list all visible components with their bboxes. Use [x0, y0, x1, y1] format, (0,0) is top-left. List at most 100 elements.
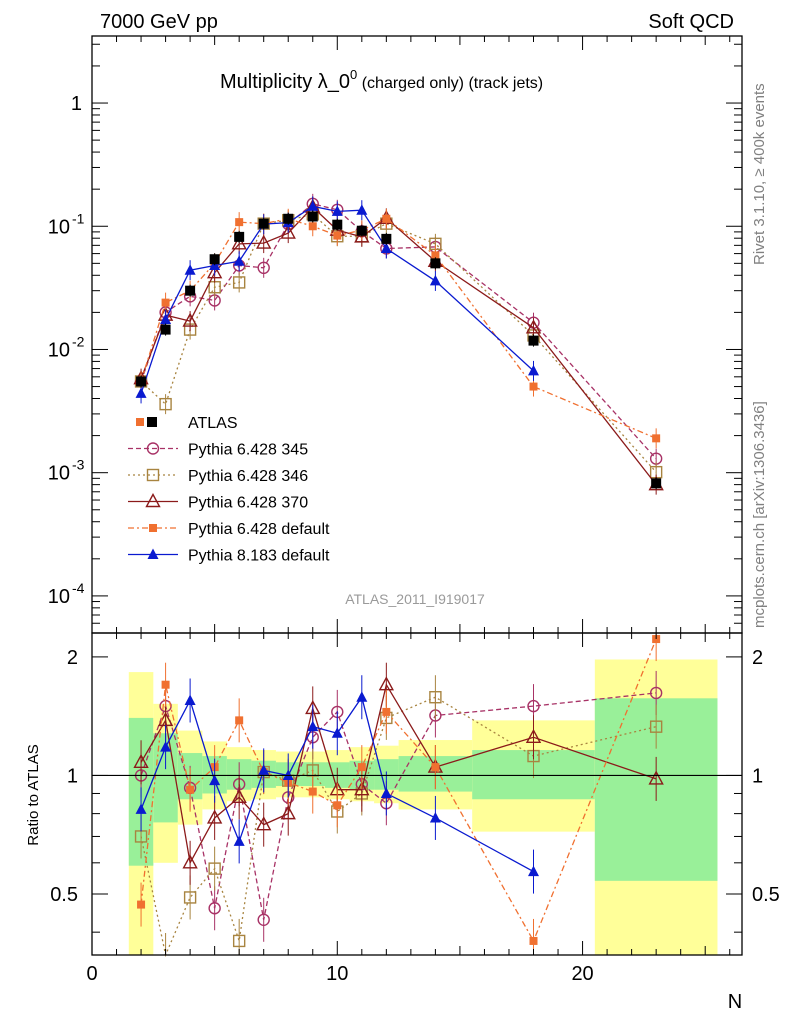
data-point-9 — [356, 225, 367, 236]
ratio-tick-label-right-1: 1 — [752, 765, 763, 787]
header-right-text: Soft QCD — [648, 11, 734, 33]
series-3 — [137, 208, 661, 955]
data-point-7 — [307, 211, 318, 222]
x-tick-label-20: 20 — [571, 963, 593, 985]
legend-entry-4: Pythia 6.428 default — [128, 521, 330, 538]
series-0-ratio-point-13 — [649, 686, 663, 700]
data-point-4 — [234, 231, 245, 242]
series-2-point-9 — [354, 228, 370, 243]
series-4-point-11 — [429, 274, 441, 286]
legend-label-1: Pythia 6.428 345 — [188, 442, 308, 459]
series-4-point-0 — [135, 387, 147, 398]
series-4-ratio-point-3 — [209, 774, 221, 786]
legend-entry-2: Pythia 6.428 346 — [128, 468, 308, 485]
series-4-point-9 — [356, 204, 368, 215]
series-3-point-10 — [382, 214, 391, 223]
series-3-ratio-point-11 — [431, 763, 440, 772]
series-0-ratio-point-5 — [257, 913, 270, 926]
series-1-ratio-point-13 — [649, 720, 663, 733]
legend-label-3: Pythia 6.428 370 — [188, 495, 308, 512]
series-4-ratio-point-5 — [258, 764, 270, 775]
series-2-ratio-point-3 — [206, 809, 223, 824]
series-1-point-4 — [232, 276, 246, 289]
ratio-tick-label-right-2: 2 — [752, 647, 763, 669]
series-3-ratio-point-1 — [161, 680, 170, 689]
legend-entry-3: Pythia 6.428 370 — [128, 493, 308, 512]
series-3-point-13 — [652, 434, 661, 443]
series-3-point-4 — [235, 218, 244, 227]
series-1-ratio-point-2 — [183, 891, 197, 904]
series-2-point-2 — [182, 312, 198, 327]
series-4-ratio-point-1 — [160, 741, 172, 752]
legend-marker-3 — [145, 493, 161, 508]
legend-marker-2 — [146, 468, 160, 482]
legend-marker-0 — [147, 417, 157, 427]
series-2-point-3 — [206, 264, 223, 279]
series-3-ratio-point-2 — [186, 785, 195, 794]
y-tick-label-exp-10^-3: -3 — [72, 457, 85, 473]
series-4-point-2 — [184, 264, 196, 275]
y-tick-label-10^-3: 10 — [48, 463, 70, 485]
chart-title-suffix: (charged only) (track jets) — [357, 75, 543, 92]
legend-marker-4 — [149, 524, 157, 532]
data-point-0 — [136, 376, 147, 387]
series-4-ratio-point-0 — [135, 803, 147, 814]
series-3-point-8 — [333, 231, 342, 240]
chart-title-main: Multiplicity λ_0 — [220, 71, 350, 93]
series-4-ratio-point-10 — [380, 787, 392, 798]
data-point-11 — [430, 258, 441, 269]
chart-title: Multiplicity λ_00 (charged only) (track … — [220, 67, 543, 93]
legend: ATLAS Pythia 6.428 345 Pythia 6.428 346 Pyt… — [128, 415, 330, 565]
series-4-point-1 — [160, 313, 172, 325]
data-point-10 — [381, 233, 392, 244]
series-4-point-4 — [233, 255, 245, 266]
legend-marker-5 — [147, 548, 159, 559]
data-point-5 — [258, 218, 269, 229]
legend-label-4: Pythia 6.428 default — [188, 521, 330, 538]
series-4-ratio-point-4 — [233, 835, 245, 846]
chart-title-sup: 0 — [350, 67, 357, 82]
series-3-ratio-point-10 — [382, 707, 391, 716]
legend-entry-1: Pythia 6.428 345 — [128, 442, 308, 459]
chart-title-text: Multiplicity λ_00 (charged only) (track … — [220, 67, 543, 93]
data-point-12 — [528, 335, 539, 346]
series-2-ratio-point-0 — [133, 753, 149, 768]
x-tick-label-0: 0 — [86, 963, 97, 985]
y-tick-label-10^-4: 10 — [48, 586, 70, 608]
series-4-point-12 — [528, 364, 540, 376]
ratio-tick-label-2: 2 — [67, 647, 78, 669]
series-1 — [134, 204, 663, 958]
series-layer — [133, 193, 664, 958]
y-tick-label-10^-2: 10 — [48, 339, 70, 361]
series-1-ratio-point-11 — [429, 691, 442, 704]
series-4-point-10 — [380, 242, 392, 253]
series-0-point-5 — [257, 261, 270, 275]
ratio-y-axis-label: Ratio to ATLAS — [25, 744, 42, 845]
legend-label-0: ATLAS — [188, 415, 238, 432]
series-3-line — [140, 218, 657, 439]
series-4-point-8 — [331, 205, 343, 216]
series-2-ratio-point-12 — [525, 728, 542, 743]
legend-label-2: Pythia 6.428 346 — [188, 468, 308, 485]
series-3-point-12 — [529, 382, 538, 391]
header: 7000 GeV pp Soft QCD — [100, 11, 734, 33]
legend-data-orange-square — [136, 418, 144, 426]
series-2-ratio-point-4 — [231, 788, 247, 804]
series-3-point-1 — [161, 298, 170, 307]
series-2-ratio-point-5 — [256, 816, 272, 831]
series-1-line — [140, 213, 657, 473]
series-2-ratio-point-13 — [648, 770, 664, 785]
y-tick-label-exp-10^-4: -4 — [72, 580, 85, 596]
series-0-ratio-point-3 — [208, 902, 221, 915]
series-3-ratio-point-7 — [308, 787, 317, 796]
legend-label-5: Pythia 8.183 default — [188, 548, 330, 565]
series-2-point-12 — [525, 319, 542, 334]
data-point-13 — [651, 478, 662, 489]
series-4-ratio-point-6 — [282, 769, 294, 780]
x-tick-label-10: 10 — [326, 963, 348, 985]
data-point-6 — [283, 213, 294, 224]
legend-entry-5: Pythia 8.183 default — [128, 548, 330, 565]
legend-marker-1 — [146, 442, 160, 455]
series-3-ratio-point-4 — [235, 716, 244, 725]
header-left-text: 7000 GeV pp — [100, 11, 218, 33]
